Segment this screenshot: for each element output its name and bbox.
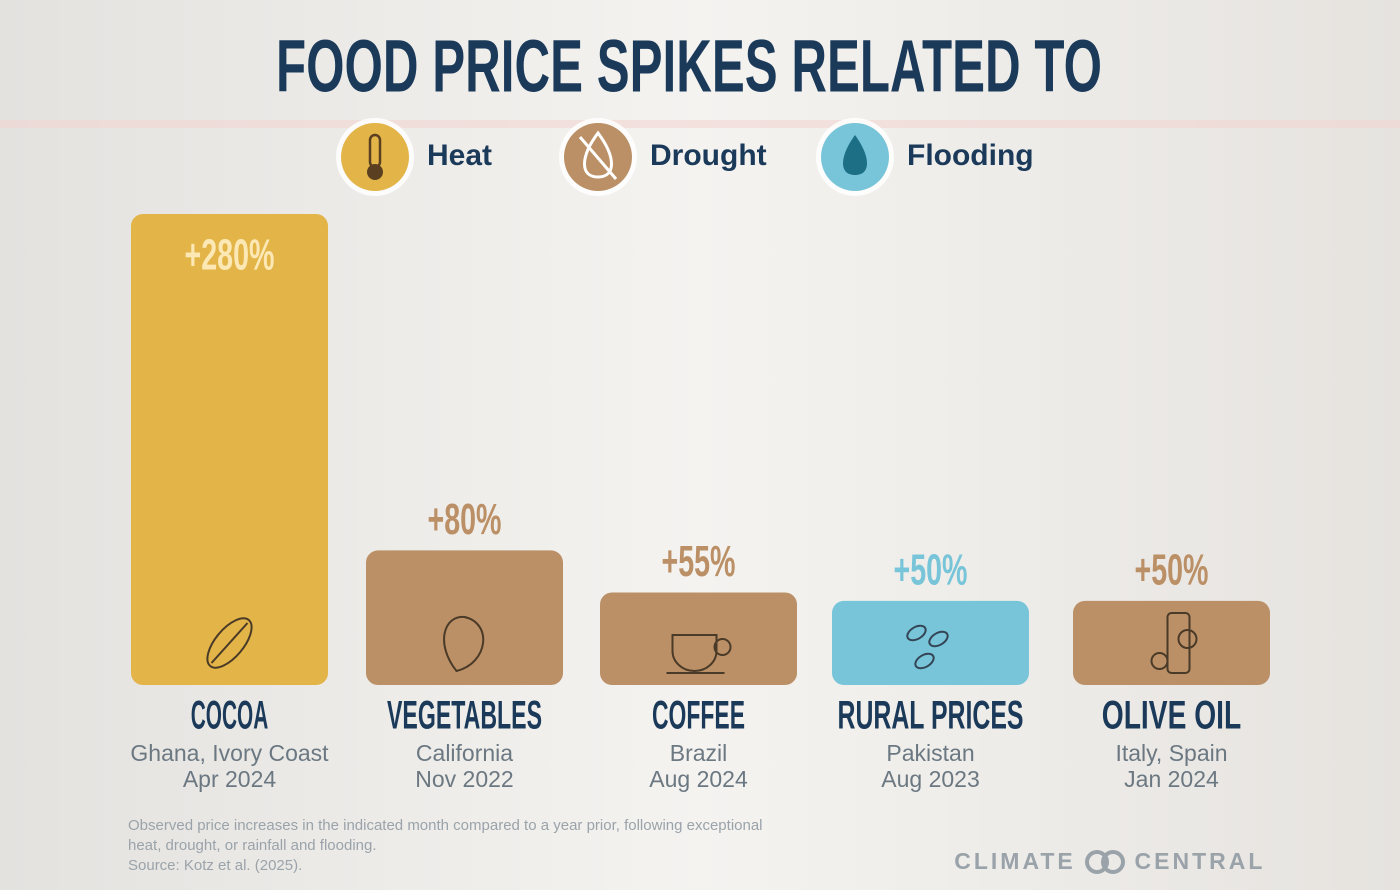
footnote-line: heat, drought, or rainfall and flooding. (128, 837, 377, 854)
bar-icon (443, 615, 485, 673)
date-label: Nov 2022 (415, 766, 513, 792)
date-label: Aug 2024 (649, 766, 748, 792)
logo-ring (1101, 850, 1125, 874)
location-label: Italy, Spain (1115, 740, 1227, 766)
legend-swatch (341, 123, 409, 191)
bar (600, 592, 797, 685)
location-label: Ghana, Ivory Coast (130, 740, 329, 766)
legend-icon (843, 135, 867, 175)
bar-icon (206, 617, 253, 669)
footnote-line: Source: Kotz et al. (2025). (128, 857, 302, 874)
logo-ring (1085, 850, 1109, 874)
bar-icon (210, 622, 249, 664)
bar (832, 600, 1029, 685)
value-label: +55% (662, 537, 736, 586)
legend-label: Flooding (907, 139, 1034, 172)
bar-icon (914, 652, 935, 670)
category-label: COFFEE (652, 694, 745, 738)
bar-icon (1166, 612, 1191, 674)
value-label: +50% (894, 546, 968, 595)
value-label: +280% (185, 231, 275, 280)
value-label: +80% (428, 495, 502, 544)
category-label: VEGETABLES (387, 694, 542, 738)
bar-icon (1177, 629, 1198, 649)
value-label: +50% (1135, 546, 1209, 595)
logo (1085, 850, 1125, 874)
bar-icon (1150, 652, 1169, 670)
legend-label: Heat (427, 139, 492, 172)
location-label: Pakistan (886, 740, 974, 766)
category-label: RURAL PRICES (838, 694, 1024, 738)
location-label: California (416, 740, 513, 766)
credit-right: CENTRAL (1135, 848, 1266, 874)
legend-icon (578, 136, 618, 180)
footnote: Observed price increases in the indicate… (128, 817, 763, 874)
date-label: Aug 2023 (881, 766, 979, 792)
category-label: COCOA (191, 694, 269, 738)
bar-icon (713, 638, 732, 656)
bar-icon (928, 630, 949, 648)
legend-icon (583, 130, 613, 179)
background-shelf (0, 120, 1400, 128)
bar-icon (906, 624, 927, 642)
legend-icon (367, 164, 383, 180)
date-label: Jan 2024 (1124, 766, 1219, 792)
category-label: OLIVE OIL (1102, 694, 1242, 738)
bar (131, 214, 328, 685)
bar (1073, 600, 1270, 685)
credit-left: CLIMATE (954, 848, 1076, 874)
location-label: Brazil (670, 740, 728, 766)
footnote-line: Observed price increases in the indicate… (128, 817, 763, 834)
legend-label: Drought (650, 139, 767, 172)
legend: Heat Drought Flooding (336, 118, 1034, 196)
chart-title: FOOD PRICE SPIKES RELATED TO (276, 25, 1102, 108)
bar-icon (671, 634, 718, 672)
date-label: Apr 2024 (183, 766, 277, 792)
